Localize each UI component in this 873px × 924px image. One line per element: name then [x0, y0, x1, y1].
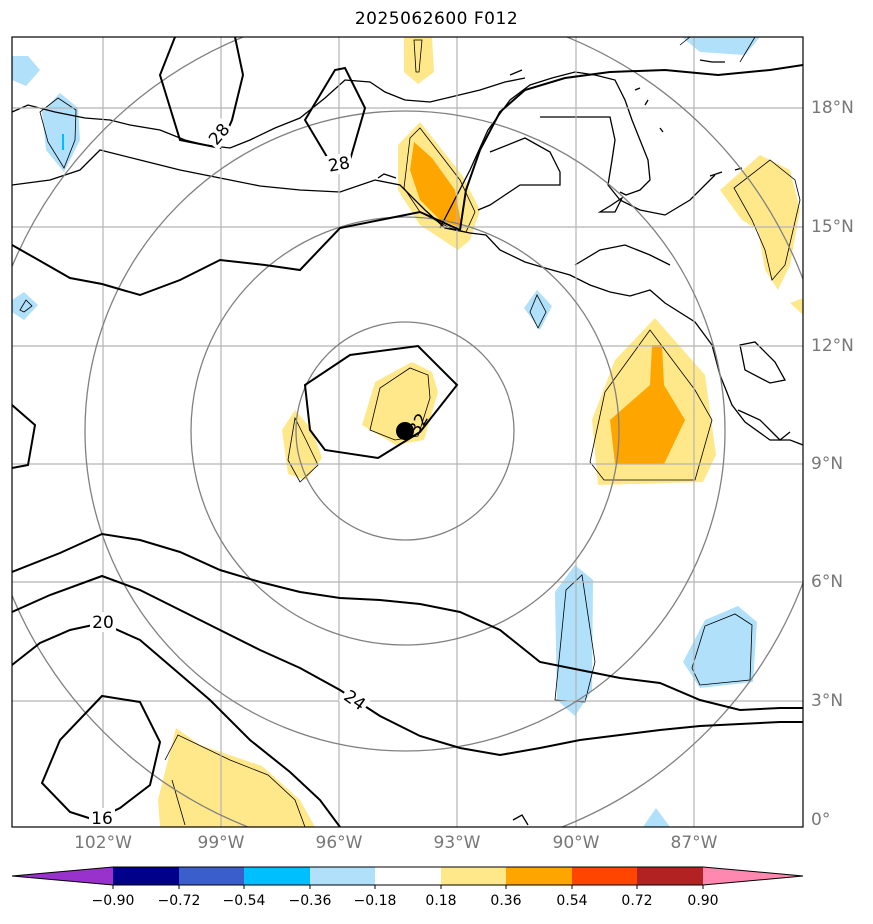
- latitude-label: 3°N: [811, 691, 844, 711]
- colorbar-segment: [637, 867, 703, 885]
- latitude-label: 15°N: [811, 217, 854, 237]
- colorbar-extend-high: [703, 867, 803, 885]
- longitude-label: 96°W: [315, 833, 363, 853]
- colorbar: [11, 866, 804, 889]
- colorbar-tick-label: 0.72: [621, 893, 653, 909]
- shade-orange: [410, 142, 462, 228]
- longitude-label: 93°W: [433, 833, 481, 853]
- contour-label: 28: [327, 153, 352, 176]
- shade-light-blue: [682, 37, 760, 55]
- shade-light-blue: [643, 808, 670, 827]
- colorbar-tick-label: 0.18: [425, 893, 457, 909]
- colorbar-tick-label: 0.54: [556, 893, 588, 909]
- colorbar-segment: [572, 867, 637, 885]
- longitude-label: 87°W: [670, 833, 718, 853]
- colorbar-tick-label: −0.54: [222, 893, 266, 909]
- latitude-label: 18°N: [811, 98, 854, 118]
- shade-light-orange: [720, 155, 800, 290]
- latitude-label: 9°N: [811, 454, 844, 474]
- contour-label: 16: [91, 809, 113, 829]
- latitude-label: 0°: [811, 810, 831, 830]
- range-ring: [84, 110, 726, 752]
- shade-light-orange: [362, 362, 438, 445]
- colorbar-segment: [310, 867, 375, 885]
- shade-light-blue: [683, 606, 757, 688]
- colorbar-segment: [375, 867, 441, 885]
- shade-orange: [610, 345, 685, 464]
- storm-center-marker: [396, 422, 414, 440]
- range-ring: [190, 216, 620, 646]
- thin-contour-layer: [19, 37, 801, 827]
- colorbar-tick-label: −0.72: [157, 893, 201, 909]
- longitude-label: 90°W: [552, 833, 600, 853]
- shade-blue: [62, 134, 64, 150]
- colorbar-segment: [506, 867, 572, 885]
- colorbar-segment: [441, 867, 506, 885]
- colorbar-extend-low: [12, 867, 113, 885]
- shade-light-orange: [790, 298, 803, 315]
- shade-light-orange: [404, 37, 434, 84]
- map-title: 2025062600 F012: [354, 9, 519, 29]
- shade-light-blue: [12, 292, 38, 320]
- thick-contour-layer: [12, 37, 803, 827]
- longitude-label: 102°W: [74, 833, 132, 853]
- colorbar-tick-label: −0.18: [353, 893, 397, 909]
- colorbar-segment: [113, 867, 179, 885]
- contour-label: 20: [92, 613, 114, 633]
- shade-light-orange: [282, 410, 322, 480]
- colorbar-tick-label: −0.90: [91, 893, 135, 909]
- colorbar-segment: [244, 867, 310, 885]
- latitude-label: 12°N: [811, 336, 854, 356]
- colorbar-tick-label: 0.36: [490, 893, 522, 909]
- colorbar-segment: [179, 867, 244, 885]
- colorbar-tick-label: 0.90: [687, 893, 719, 909]
- shade-light-blue: [12, 56, 40, 86]
- range-ring: [295, 321, 515, 541]
- latitude-label: 6°N: [811, 572, 844, 592]
- range-ring-layer: [12, 37, 803, 827]
- shade-light-blue: [524, 290, 552, 330]
- longitude-label: 99°W: [197, 833, 245, 853]
- colorbar-tick-label: −0.36: [288, 893, 332, 909]
- map-frame: [11, 36, 804, 828]
